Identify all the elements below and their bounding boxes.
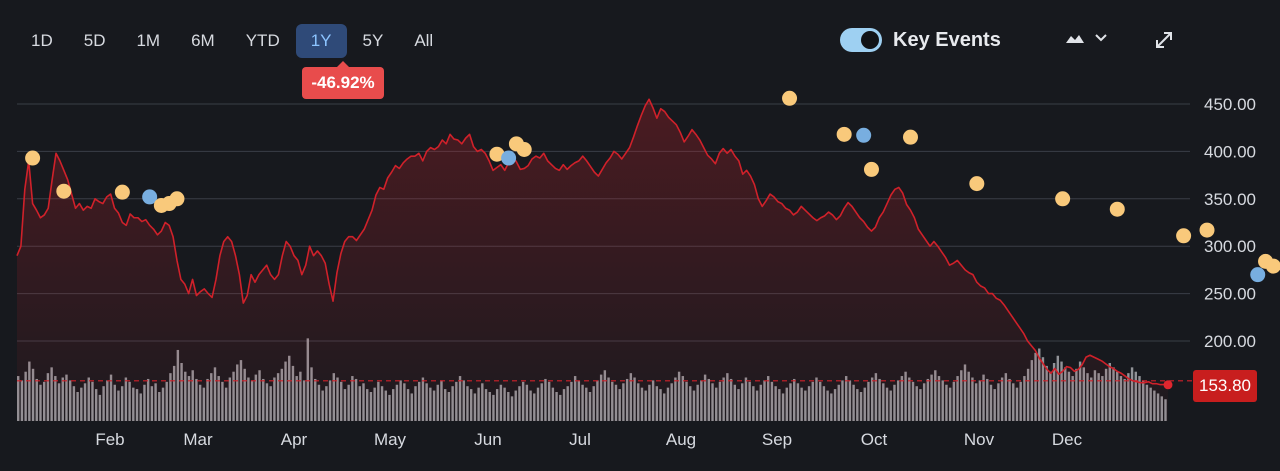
range-ytd-button[interactable]: YTD <box>245 31 280 50</box>
x-axis-label: Jun <box>474 430 501 449</box>
x-axis-label: Oct <box>861 430 888 449</box>
key-events-toggle[interactable] <box>840 28 882 52</box>
key-event-marker <box>1250 267 1266 283</box>
key-event-marker <box>25 150 41 166</box>
key-event-marker <box>1199 222 1215 238</box>
x-axis-label: Mar <box>183 430 213 449</box>
y-tick-label: 200.00 <box>1204 332 1256 351</box>
range-5y-button[interactable]: 5Y <box>362 31 384 50</box>
range-1m-button[interactable]: 1M <box>136 31 161 50</box>
key-event-marker <box>1109 201 1125 217</box>
key-event-marker <box>56 183 72 199</box>
x-axis-label: Apr <box>281 430 308 449</box>
key-event-marker <box>516 142 532 157</box>
key-event-marker <box>169 191 185 207</box>
y-tick-label: 250.00 <box>1204 285 1256 304</box>
x-axis-label: Feb <box>95 430 124 449</box>
time-range-selector: 1D 5D 1M 6M YTD 1Y 5Y All <box>16 24 449 58</box>
key-event-marker <box>142 189 158 205</box>
key-event-marker <box>782 90 798 106</box>
percent-change-badge: -46.92% <box>302 61 384 99</box>
range-1d-button[interactable]: 1D <box>31 31 53 50</box>
key-event-marker <box>969 176 985 192</box>
key-event-marker <box>501 150 517 166</box>
current-price-label: 153.80 <box>1193 370 1257 402</box>
key-event-marker <box>863 161 879 177</box>
x-axis-label: Dec <box>1052 430 1083 449</box>
range-all-button[interactable]: All <box>414 31 434 50</box>
x-axis-label: Sep <box>762 430 792 449</box>
toggle-knob <box>861 31 879 49</box>
range-6m-button[interactable]: 6M <box>191 31 215 50</box>
x-axis-label: Aug <box>666 430 696 449</box>
price-line <box>16 98 1169 386</box>
last-price-dot <box>1163 380 1173 390</box>
key-event-marker <box>856 127 872 143</box>
x-axis-label: Nov <box>964 430 995 449</box>
key-event-marker <box>114 184 130 200</box>
chart-type-dropdown[interactable] <box>1064 30 1108 46</box>
y-tick-label: 300.00 <box>1204 237 1256 256</box>
expand-button[interactable] <box>1152 28 1176 57</box>
key-event-marker <box>489 146 505 162</box>
expand-icon <box>1156 32 1172 48</box>
key-event-marker <box>902 129 918 145</box>
key-event-marker <box>836 126 852 142</box>
y-tick-label: 350.00 <box>1204 190 1256 209</box>
range-1y-button[interactable]: 1Y <box>295 24 347 58</box>
x-axis-label: Jul <box>569 430 591 449</box>
key-events-label: Key Events <box>893 28 1001 51</box>
key-event-marker <box>1176 228 1192 244</box>
mountain-chart-icon <box>1066 35 1084 43</box>
y-tick-label: 400.00 <box>1204 142 1256 161</box>
range-5d-button[interactable]: 5D <box>83 31 106 50</box>
key-event-marker <box>1055 191 1071 207</box>
key-events-control: Key Events <box>840 28 1001 52</box>
x-axis-label: May <box>374 430 407 449</box>
price-area <box>17 99 1168 421</box>
y-tick-label: 450.00 <box>1204 95 1256 114</box>
key-event-marker <box>1265 258 1280 274</box>
chevron-down-icon <box>1095 34 1107 42</box>
